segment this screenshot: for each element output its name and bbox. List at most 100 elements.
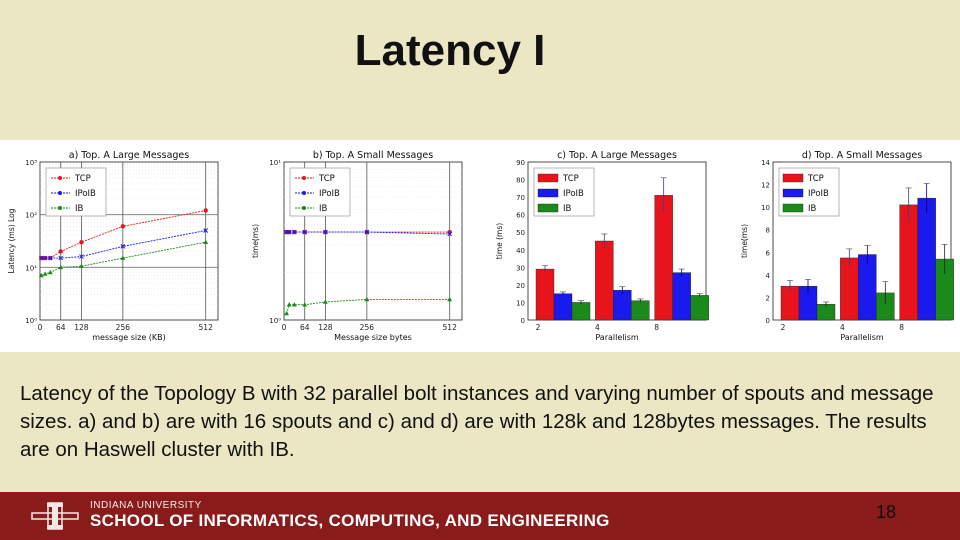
chart-3-ytick-label: 90 (516, 159, 525, 167)
chart-4-bar-ib (816, 303, 836, 321)
chart-4-ytick-label: 6 (766, 249, 771, 257)
chart-2-xtick-label: 512 (443, 323, 458, 332)
chart-1-point-tcp (120, 224, 126, 229)
chart-3-ytick-label: 30 (516, 264, 525, 272)
chart-3-ytick-label: 20 (516, 282, 525, 290)
chart-1-ytick-label: 10¹ (25, 264, 37, 272)
university-name: INDIANA UNIVERSITY (90, 500, 202, 511)
chart-3-ytick-label: 60 (516, 212, 525, 220)
chart-2-ytick-label: 10¹ (269, 159, 281, 167)
chart-1-ylabel: Latency (ms) Log (7, 208, 16, 273)
school-name: SCHOOL OF INFORMATICS, COMPUTING, AND EN… (90, 511, 610, 530)
chart-2-xtick-label: 0 (282, 323, 287, 332)
footer-bar: INDIANA UNIVERSITY SCHOOL OF INFORMATICS… (0, 492, 960, 540)
chart-1-ytick-label: 10⁰ (25, 317, 37, 325)
chart-2-title: b) Top. A Small Messages (313, 150, 433, 161)
chart-1-legend-label: IPoIB (75, 189, 96, 199)
chart-1-xtick-label: 512 (199, 323, 214, 332)
charts-svg: a) Top. A Large Messages message size (KB… (7, 150, 954, 342)
slide-title: Latency I (354, 26, 546, 75)
chart-1-point-ib (203, 239, 209, 245)
chart-1-point-tcp (203, 208, 208, 213)
chart-2-ytick-label: 10⁰ (269, 317, 281, 325)
chart-1-point-ib (120, 255, 126, 260)
chart-1-legend-marker (58, 206, 62, 210)
chart-3-legend-label: IPoIB (563, 189, 584, 199)
chart-4-ytick-label: 0 (766, 317, 770, 325)
chart-3-ytick-label: 80 (516, 177, 525, 185)
chart-2-ylabel: time(ms) (251, 224, 260, 258)
chart-3-bar-ipoib (553, 293, 573, 321)
chart-2-legend-marker (302, 206, 306, 210)
chart-3-xtick-label: 4 (595, 323, 600, 332)
chart-4-xtick-label: 4 (840, 323, 845, 332)
chart-3-bar-ib (690, 295, 709, 321)
chart-3-bar-ib (571, 302, 591, 321)
slide-caption: Latency of the Topology B with 32 parall… (20, 382, 934, 461)
chart-1-title: a) Top. A Large Messages (69, 150, 190, 161)
chart-1-legend-label: IB (75, 204, 84, 214)
chart-4-ytick-label: 4 (766, 272, 771, 280)
chart-1-legend-marker (58, 176, 62, 180)
chart-1-xtick-label: 64 (56, 323, 66, 332)
chart-1-point-ipoib (38, 255, 44, 261)
chart-1-point-ib (47, 269, 53, 275)
chart-4-bar-tcp (899, 204, 918, 321)
chart-1-point-tcp (79, 240, 84, 245)
chart-1-point-ipoib (203, 228, 209, 233)
chart-4-ytick-label: 14 (761, 159, 770, 167)
chart-4-ylabel: time(ms) (740, 224, 749, 258)
chart-1-point-ib (42, 271, 48, 276)
chart-1-point-ipoib (48, 255, 53, 261)
chart-3-legend-swatch (537, 188, 559, 198)
chart-4-bar-ipoib (858, 254, 877, 321)
chart-1-point-tcp (58, 249, 63, 254)
chart-2-point-ipoib (364, 229, 370, 235)
university-logo-icon (28, 500, 82, 532)
chart-3-xlabel: Parallelism (595, 333, 639, 342)
chart-3-legend-label: IB (563, 204, 572, 214)
page-number: 18 (876, 502, 897, 522)
chart-3-ytick-label: 50 (516, 229, 525, 237)
chart-3-bar-tcp (654, 195, 673, 321)
chart-4-legend-label: IPoIB (808, 189, 829, 199)
chart-4-xtick-label: 8 (899, 323, 904, 332)
chart-2-xtick-label: 256 (360, 323, 375, 332)
chart-1-xlabel: message size (KB) (92, 333, 166, 342)
chart-2-legend-marker (302, 176, 306, 180)
chart-3-legend-label: TCP (562, 174, 579, 184)
chart-strip: a) Top. A Large Messages message size (KB… (0, 140, 960, 352)
chart-1-point-ipoib (58, 255, 64, 261)
chart-3-bar-tcp (595, 240, 614, 321)
chart-1-ytick-label: 10² (25, 212, 37, 220)
chart-3-ylabel: time (ms) (495, 223, 504, 259)
chart-3-xtick-label: 2 (536, 323, 541, 332)
chart-3-bar-ipoib (613, 289, 632, 321)
chart-1-ytick-label: 10³ (25, 159, 37, 167)
chart-2-legend-label: TCP (318, 174, 335, 184)
chart-1-xtick-label: 0 (38, 323, 43, 332)
chart-1-xtick-label: 128 (74, 323, 89, 332)
chart-4-legend-swatch (782, 173, 804, 183)
chart-3-bar-ib (631, 300, 650, 321)
chart-1-point-ipoib (42, 255, 48, 261)
chart-4-bar-tcp (840, 257, 859, 321)
chart-4-legend-swatch (782, 188, 804, 198)
chart-2-point-ipoib (292, 229, 297, 235)
chart-2-point-ib (302, 302, 308, 307)
chart-4-ytick-label: 2 (766, 294, 770, 302)
chart-4-xlabel: Parallelism (840, 333, 884, 342)
chart-3-legend-swatch (537, 203, 559, 213)
chart-1-point-ipoib (79, 254, 84, 259)
chart-3-ytick-label: 70 (516, 194, 525, 202)
chart-2-point-ib (364, 296, 370, 302)
chart-2-point-ib (284, 310, 289, 316)
chart-4-ytick-label: 12 (761, 182, 770, 190)
chart-3-xtick-label: 8 (654, 323, 659, 332)
chart-2-xtick-label: 128 (318, 323, 333, 332)
chart-2-xtick-label: 64 (300, 323, 310, 332)
chart-4-ytick-label: 10 (761, 204, 770, 212)
chart-4-xtick-label: 2 (781, 323, 786, 332)
chart-2-point-ib (447, 296, 453, 302)
chart-2-point-ib (291, 302, 297, 307)
